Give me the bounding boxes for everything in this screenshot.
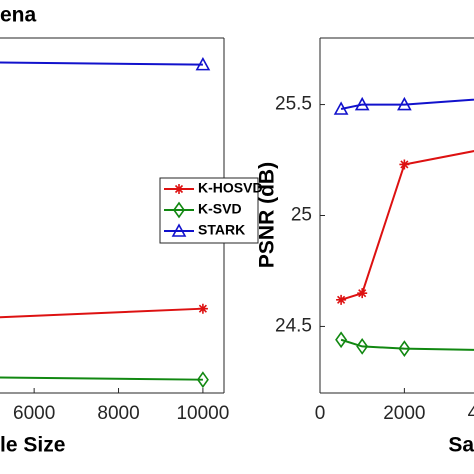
legend-marker xyxy=(174,184,184,194)
marker xyxy=(354,96,370,111)
marker xyxy=(333,101,349,115)
x-tick-label: 0 xyxy=(315,403,326,424)
series-line xyxy=(0,376,203,381)
series-line xyxy=(340,98,474,110)
marker xyxy=(397,96,412,111)
plot-area xyxy=(333,96,474,358)
x-tick-label: 4000 xyxy=(468,403,474,424)
marker xyxy=(356,338,369,355)
marker xyxy=(195,56,211,71)
y-tick-label: 25 xyxy=(291,205,312,226)
series-line xyxy=(0,61,203,66)
x-tick-label: 2000 xyxy=(383,403,425,424)
series-line xyxy=(0,307,203,319)
marker xyxy=(399,159,410,170)
y-tick-label: 25.5 xyxy=(275,94,312,115)
legend-marker xyxy=(171,223,187,237)
x-tick-label: 6000 xyxy=(13,403,55,424)
x-tick-label: 10000 xyxy=(176,403,229,424)
series-line xyxy=(340,338,474,351)
series-line xyxy=(340,150,474,301)
plot-area xyxy=(0,56,211,389)
marker xyxy=(398,340,411,358)
marker xyxy=(335,331,348,349)
y-axis-label: PSNR (dB) xyxy=(256,162,279,268)
x-tick-label: 8000 xyxy=(97,403,139,424)
legend-marker xyxy=(173,201,185,219)
marker xyxy=(357,288,368,299)
y-tick-label: 24.5 xyxy=(275,315,312,336)
legend-label: K-SVD xyxy=(198,201,242,217)
x-axis-label: le Size xyxy=(0,434,65,457)
legend-label: K-HOSVD xyxy=(198,180,263,196)
x-axis-label: Sa xyxy=(448,434,474,457)
legend-label: STARK xyxy=(198,222,245,238)
marker xyxy=(196,371,209,389)
chart-title: ena xyxy=(0,4,37,27)
marker xyxy=(336,294,347,305)
marker xyxy=(197,303,208,314)
